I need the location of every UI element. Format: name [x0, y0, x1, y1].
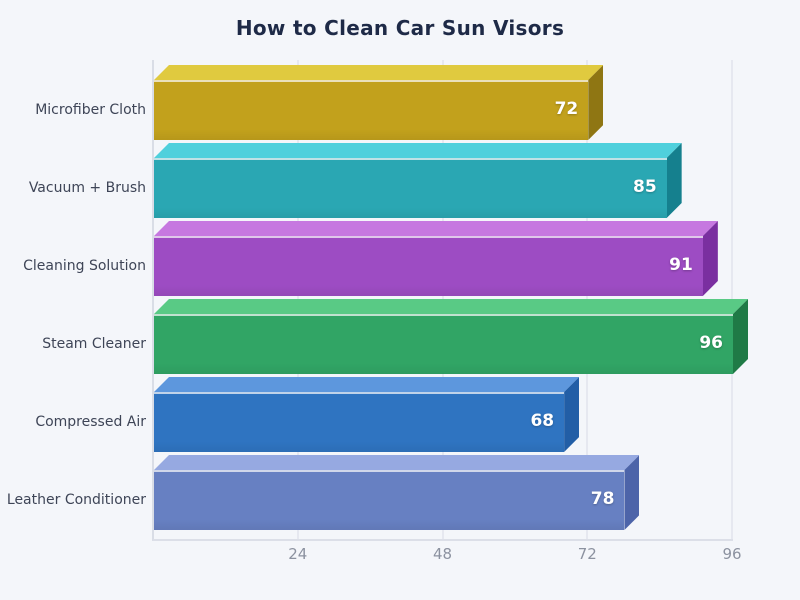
bar-steam-cleaner: Steam Cleaner 96 — [42, 294, 748, 374]
category-label-vacuum-brush: Vacuum + Brush — [28, 180, 146, 196]
bar-side-face — [564, 377, 580, 452]
bar-top-face — [154, 377, 579, 392]
category-label-steam-cleaner: Steam Cleaner — [42, 336, 146, 352]
bar-cleaning-solution: Cleaning Solution 91 — [23, 216, 733, 296]
plot-area: 24 48 72 96 Microfiber Cloth 72 Vacuum + Brush… — [7, 60, 748, 563]
category-label-leather-conditioner: Leather Conditioner — [6, 492, 146, 508]
bar-side-face — [733, 299, 748, 374]
bar-top-face — [154, 299, 748, 314]
value-label-steam-cleaner: 96 — [699, 333, 723, 353]
x-tick-label-96: 96 — [722, 545, 742, 563]
bar-microfiber-cloth: Microfiber Cloth 72 — [35, 60, 733, 140]
value-label-leather-conditioner: 78 — [590, 489, 615, 509]
bar-side-face — [624, 455, 640, 530]
bar-front-face — [154, 314, 733, 374]
x-tick-label-48: 48 — [432, 545, 453, 563]
value-label-compressed-air: 68 — [530, 411, 555, 431]
bar-vacuum-brush: Vacuum + Brush 85 — [29, 138, 733, 218]
bar-top-face — [154, 65, 603, 80]
bar-front-face — [154, 392, 565, 452]
x-tick-label-72: 72 — [577, 545, 597, 563]
category-label-compressed-air: Compressed Air — [35, 414, 146, 430]
bar-side-face — [702, 221, 718, 296]
category-label-microfiber-cloth: Microfiber Cloth — [35, 102, 146, 118]
bar-top-face — [154, 221, 718, 236]
bar-side-face — [588, 65, 604, 140]
bar-top-face — [154, 143, 682, 158]
bar-top-face — [154, 455, 639, 470]
bar-leather-conditioner: Leather Conditioner 78 — [7, 450, 733, 530]
page-title: How to Clean Car Sun Visors — [235, 16, 565, 40]
bar-front-face — [154, 470, 625, 530]
value-label-cleaning-solution: 91 — [669, 255, 693, 275]
value-label-vacuum-brush: 85 — [632, 177, 657, 197]
bar-front-face — [154, 158, 667, 218]
value-label-microfiber-cloth: 72 — [554, 99, 579, 119]
category-label-cleaning-solution: Cleaning Solution — [23, 258, 146, 274]
bar-front-face — [154, 236, 703, 296]
bar-front-face — [154, 80, 589, 140]
bar-side-face — [666, 143, 682, 218]
bar-compressed-air: Compressed Air 68 — [35, 372, 733, 452]
x-tick-label-24: 24 — [288, 545, 308, 563]
